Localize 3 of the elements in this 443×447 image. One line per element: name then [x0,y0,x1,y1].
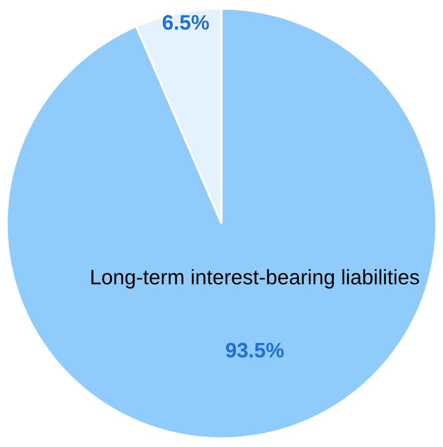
data-label: 93.5% [226,342,284,358]
data-label: 6.5% [162,14,209,30]
slice-label: Long-term interest-bearing liabilities [91,269,419,289]
